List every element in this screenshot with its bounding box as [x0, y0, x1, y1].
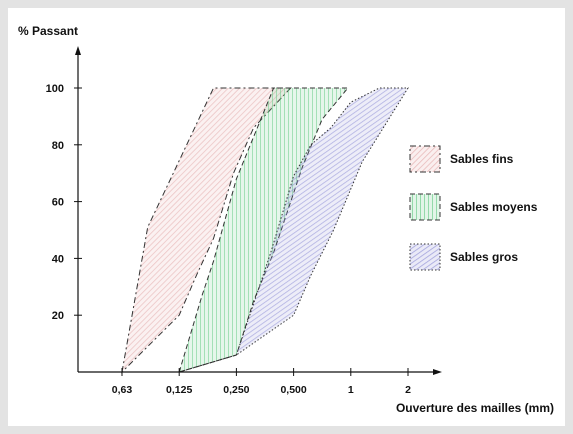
legend-label: Sables fins	[450, 152, 514, 166]
area-sables-fins	[121, 87, 292, 374]
y-axis-arrow	[75, 46, 81, 55]
y-tick-label: 20	[52, 310, 64, 322]
x-axis-arrow	[433, 369, 442, 375]
legend-swatch	[409, 193, 441, 221]
y-tick-label: 40	[52, 253, 64, 265]
legend-label: Sables moyens	[450, 200, 538, 214]
x-tick-label: 0,250	[223, 384, 249, 396]
legend-label: Sables gros	[450, 250, 518, 264]
x-tick-label: 1	[348, 384, 354, 396]
y-tick-label: 100	[46, 83, 64, 95]
area-sables-moyens	[178, 87, 349, 373]
x-tick-label: 0,500	[280, 384, 306, 396]
y-tick-label: 80	[52, 140, 64, 152]
chart-frame: 20 40 60 80 100 0,63 0,125 0,250 0,500 1 2 % Pass…	[8, 8, 565, 426]
legend-swatch	[409, 145, 441, 173]
y-axis-label: % Passant	[18, 24, 78, 38]
area-sables-gros	[179, 87, 409, 373]
x-ticks: 0,63 0,125 0,250 0,500 1 2	[112, 368, 411, 396]
x-tick-label: 0,63	[112, 384, 133, 396]
x-tick-label: 2	[405, 384, 411, 396]
legend: Sables fins Sables moyens Sables gros	[409, 145, 538, 271]
axes	[75, 46, 442, 375]
x-tick-label: 0,125	[166, 384, 192, 396]
series-areas	[121, 87, 409, 374]
x-axis-label: Ouverture des mailles (mm)	[396, 401, 554, 415]
legend-swatch	[409, 243, 441, 271]
y-ticks: 20 40 60 80 100	[46, 83, 82, 322]
y-tick-label: 60	[52, 197, 64, 209]
granulometry-chart: 20 40 60 80 100 0,63 0,125 0,250 0,500 1 2 % Pass…	[18, 24, 554, 415]
